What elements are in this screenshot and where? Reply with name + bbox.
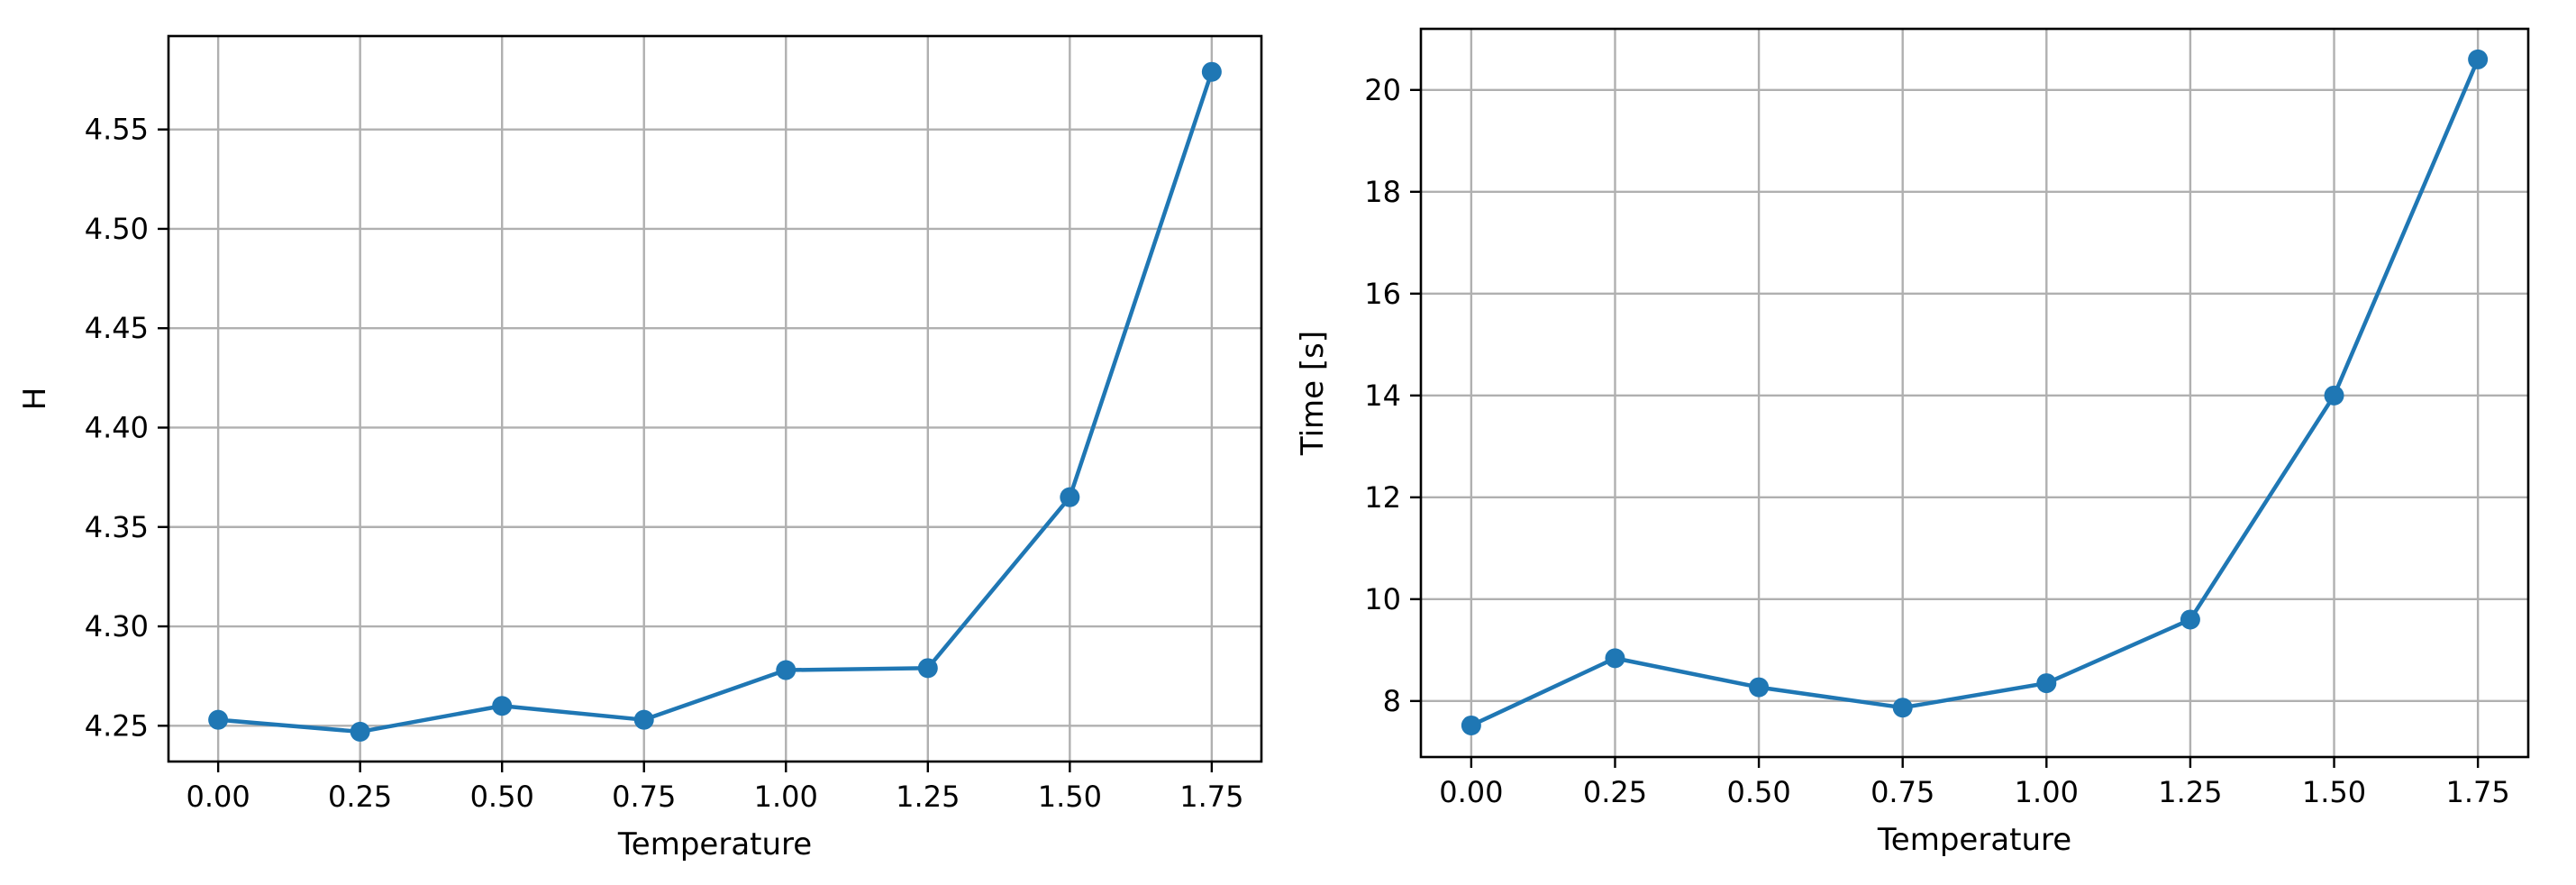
data-point bbox=[208, 709, 229, 730]
data-point bbox=[1749, 677, 1770, 698]
x-tick-label: 0.50 bbox=[1726, 775, 1790, 809]
y-tick-label: 8 bbox=[1383, 684, 1401, 718]
data-point bbox=[2324, 385, 2344, 406]
data-point bbox=[1605, 648, 1625, 669]
x-tick-label: 0.25 bbox=[328, 780, 392, 814]
x-tick-label: 0.75 bbox=[612, 780, 676, 814]
y-tick-label: 4.25 bbox=[85, 708, 149, 743]
y-tick-label: 4.45 bbox=[85, 311, 149, 345]
x-tick-label: 1.75 bbox=[1179, 780, 1243, 814]
chart-panel-right: 0.00 0.25 0.50 0.75 1.00 1.25 1.50 1.75 8 10 12 14 1… bbox=[1295, 27, 2530, 858]
x-tick-label: 0.00 bbox=[1439, 775, 1503, 809]
y-axis-label: Time [s] bbox=[1295, 331, 1331, 456]
x-tick-label: 1.00 bbox=[2015, 775, 2079, 809]
y-tick-label: 4.50 bbox=[85, 212, 149, 246]
x-tick-label: 0.25 bbox=[1583, 775, 1647, 809]
series-line bbox=[215, 69, 1215, 734]
y-tick-label: 18 bbox=[1364, 175, 1401, 209]
y-tick-label: 4.55 bbox=[85, 113, 149, 147]
data-point bbox=[350, 721, 370, 742]
x-axis-label: Temperature bbox=[617, 826, 812, 862]
y-tick-label: 16 bbox=[1364, 277, 1401, 311]
x-tick-label: 0.00 bbox=[187, 780, 250, 814]
data-point bbox=[776, 660, 796, 680]
x-tick-label: 1.25 bbox=[2158, 775, 2222, 809]
x-tick-label: 0.75 bbox=[1871, 775, 1934, 809]
axes-frame bbox=[167, 34, 1263, 763]
y-tick-label: 4.35 bbox=[85, 510, 149, 544]
y-tick-label: 10 bbox=[1364, 582, 1401, 616]
y-tick-label: 4.30 bbox=[85, 609, 149, 643]
data-point bbox=[2180, 609, 2200, 630]
y-tick-label: 12 bbox=[1364, 480, 1401, 515]
x-tick-label: 1.50 bbox=[2302, 775, 2366, 809]
data-point bbox=[917, 658, 938, 679]
x-tick-label: 0.50 bbox=[470, 780, 534, 814]
y-tick-label: 4.40 bbox=[85, 410, 149, 444]
data-point bbox=[633, 709, 654, 730]
x-tick-label: 1.00 bbox=[754, 780, 818, 814]
data-point bbox=[2468, 49, 2489, 69]
y-axis-label: H bbox=[17, 388, 53, 411]
x-axis-label: Temperature bbox=[1877, 822, 2071, 858]
x-tick-label: 1.75 bbox=[2446, 775, 2510, 809]
data-point bbox=[492, 696, 513, 716]
data-point bbox=[1201, 61, 1222, 82]
axes-frame bbox=[1419, 27, 2530, 759]
series-line bbox=[1469, 57, 2480, 728]
data-point bbox=[2036, 673, 2057, 694]
data-point bbox=[1060, 487, 1080, 507]
data-point bbox=[1461, 715, 1481, 735]
y-tick-label: 20 bbox=[1364, 73, 1401, 107]
x-tick-label: 1.25 bbox=[896, 780, 960, 814]
data-point bbox=[1892, 698, 1913, 718]
x-tick-label: 1.50 bbox=[1038, 780, 1102, 814]
chart-panel-left: 0.00 0.25 0.50 0.75 1.00 1.25 1.50 1.75 4.25 4.30… bbox=[17, 34, 1263, 862]
y-tick-label: 14 bbox=[1364, 379, 1401, 413]
